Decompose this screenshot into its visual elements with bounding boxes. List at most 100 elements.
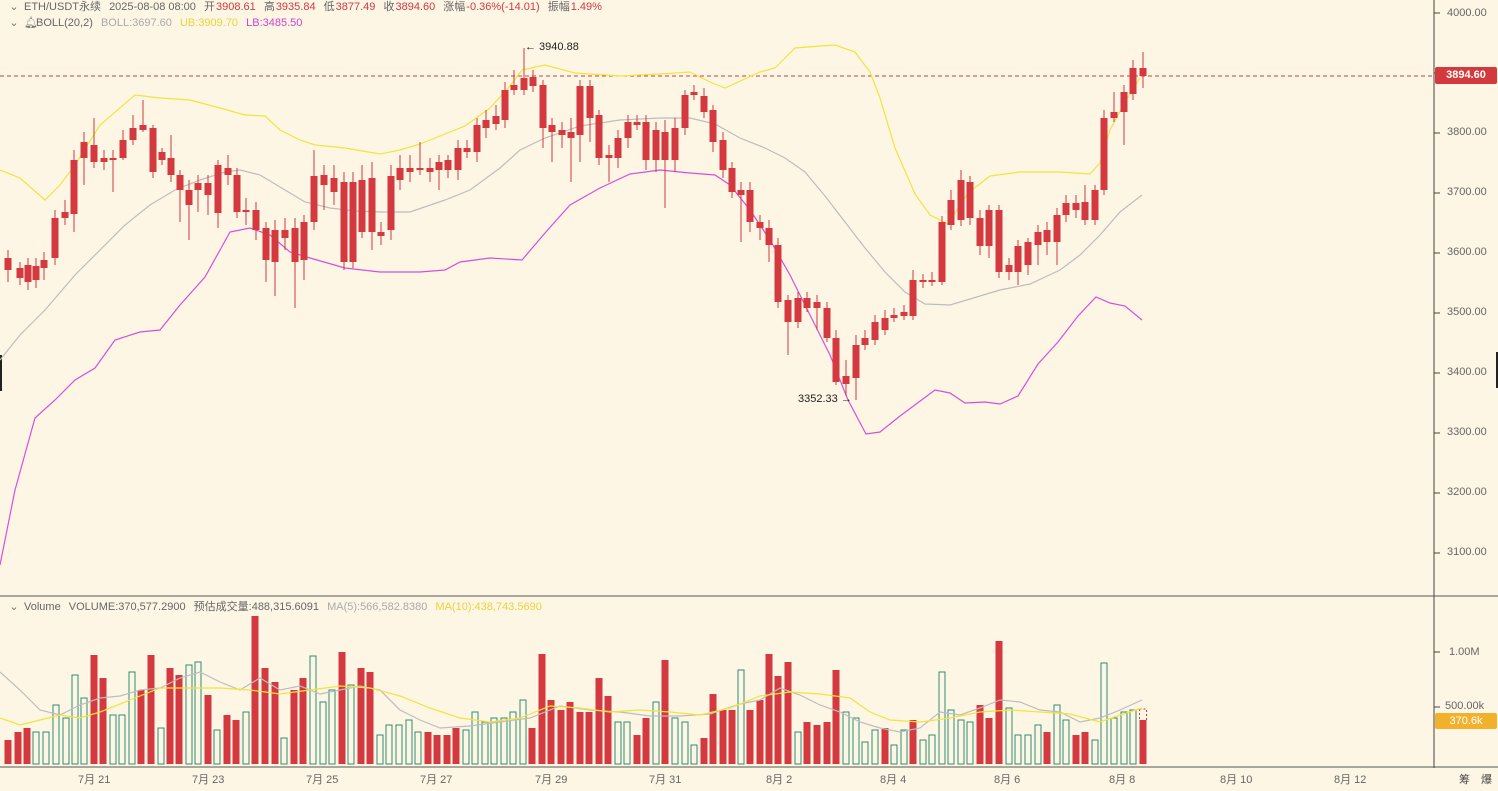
volume-bar (519, 699, 527, 765)
chevron-down-icon[interactable]: ⌄ (9, 601, 19, 613)
candle-body (340, 182, 348, 262)
volume-bar (1024, 734, 1032, 765)
candle-body (454, 148, 462, 170)
candle-body (204, 183, 212, 195)
volume-bar (405, 719, 413, 765)
candle-body (368, 178, 376, 232)
volume-bar (1100, 662, 1108, 765)
liquidation-button[interactable]: 爆 (1481, 774, 1492, 786)
candle-body (444, 160, 452, 170)
volume-bar (213, 729, 221, 765)
date-tick: 7月 21 (78, 774, 111, 786)
volume-bar (1129, 709, 1137, 765)
volume-bar (842, 711, 850, 765)
candle-body (1129, 68, 1137, 94)
candle-body (51, 218, 59, 258)
volume-bar (1072, 735, 1080, 764)
volume-value: VOLUME:370,577.2900 (68, 601, 186, 613)
price-tick: 3300.00 (1447, 426, 1487, 438)
chip-button[interactable]: 筹 (1459, 774, 1470, 786)
candle-body (406, 168, 414, 172)
ohlc-header: ⌄ ETH/USDT永续 2025-08-08 08:00 开3908.61 高3… (8, 0, 607, 14)
candle-body (492, 116, 500, 124)
volume-bar (1062, 719, 1070, 765)
candle-body (784, 300, 792, 322)
volume-bar (881, 728, 889, 764)
volume-bar (604, 696, 612, 764)
volume-bar (443, 735, 451, 764)
candle-body (633, 122, 641, 125)
volume-bar (71, 674, 79, 765)
volume-bar (784, 662, 792, 764)
volume-bar (709, 694, 717, 764)
candle-body (976, 218, 984, 246)
candle-body (463, 148, 471, 152)
low-value: 3877.49 (335, 1, 376, 13)
price-tick: 3400.00 (1447, 366, 1487, 378)
chevron-down-icon[interactable]: ⌄ (9, 17, 19, 29)
volume-bar (280, 737, 288, 765)
candle-body (1053, 215, 1061, 242)
volume-bar (90, 655, 98, 764)
boll-mid-value: BOLL:3697.60 (100, 17, 172, 29)
volume-bar (366, 672, 374, 764)
candle-body (330, 178, 338, 192)
volume-label: Volume (24, 601, 61, 613)
volume-bar (424, 732, 432, 764)
volume-bar (471, 711, 479, 765)
candle-body (61, 212, 69, 218)
candle-body (482, 120, 490, 128)
volume-bar (919, 739, 927, 765)
volume-bar (1053, 704, 1061, 765)
candle-body (1139, 68, 1147, 76)
volume-bar (957, 719, 965, 765)
volume-bar (319, 701, 327, 765)
candle-body (842, 376, 850, 384)
candle-body (435, 162, 443, 170)
volume-bar (1110, 717, 1118, 765)
volume-bar (774, 676, 782, 764)
candle-body (214, 165, 222, 213)
volume-bar (118, 714, 126, 765)
candle-body (681, 95, 689, 128)
open-value: 3908.61 (215, 1, 256, 13)
candle-body (510, 85, 518, 90)
candle-body (185, 190, 193, 205)
current-volume-tag: 370.6k (1435, 713, 1497, 729)
candle-body (1091, 190, 1099, 220)
candle-body (719, 140, 727, 170)
volume-tick: 1.00M (1449, 646, 1480, 658)
volume-bar (642, 718, 650, 764)
chevron-down-icon[interactable]: ⌄ (9, 1, 19, 13)
volume-bar (261, 668, 269, 764)
volume-bar (500, 717, 508, 765)
boll-lb-value: LB:3485.50 (246, 17, 303, 29)
candle-body (70, 160, 78, 214)
volume-bar (223, 715, 231, 764)
volume-bar (490, 717, 498, 765)
volume-bar (23, 728, 31, 764)
volume-bar (756, 700, 764, 764)
candle-body (624, 122, 632, 138)
volume-bar (194, 661, 202, 765)
volume-bar (109, 714, 117, 765)
candle-body (966, 182, 974, 218)
date-tick: 8月 6 (994, 774, 1021, 786)
volume-bar (414, 731, 422, 765)
date-tick: 8月 4 (880, 774, 907, 786)
volume-bar (157, 727, 165, 765)
volume-bar (42, 731, 50, 765)
volume-bar (32, 731, 40, 765)
bell-icon[interactable]: 🔔︎ (24, 17, 38, 29)
candle-body (501, 90, 509, 120)
volume-bar (719, 710, 727, 764)
candle-body (520, 78, 528, 90)
boll-ub-value: UB:3909.70 (179, 17, 239, 29)
volume-bar (1120, 711, 1128, 765)
candle-datetime: 2025-08-08 08:00 (109, 1, 196, 13)
candle-body (1081, 202, 1089, 220)
candle-body (605, 155, 613, 158)
amplitude-label: 振幅 (547, 1, 570, 13)
candle-body (1014, 246, 1022, 272)
